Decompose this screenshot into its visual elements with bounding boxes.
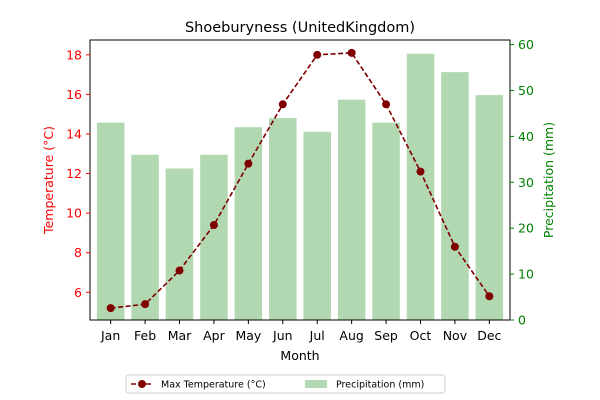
right-tick-label: 10 xyxy=(518,267,534,282)
temperature-point xyxy=(485,292,494,301)
temperature-point xyxy=(244,159,253,168)
left-axis-label: Temperature (°C) xyxy=(41,126,56,235)
precipitation-bar xyxy=(269,118,297,321)
legend-precipitation-swatch xyxy=(305,380,327,388)
left-tick-label: 18 xyxy=(66,47,82,62)
legend-temperature-marker xyxy=(138,380,146,388)
right-tick-label: 0 xyxy=(518,313,526,328)
temperature-point xyxy=(175,266,184,275)
right-tick-label: 40 xyxy=(518,129,534,144)
x-tick-label: Nov xyxy=(443,328,468,343)
temperature-point xyxy=(450,242,459,251)
plot-frame xyxy=(89,39,511,321)
temperature-point xyxy=(313,50,322,59)
precipitation-bar xyxy=(337,99,366,320)
right-tick-label: 50 xyxy=(518,83,534,98)
x-tick-label: Dec xyxy=(477,328,501,343)
x-tick-label: Mar xyxy=(168,328,192,343)
x-tick-label: Feb xyxy=(134,328,156,343)
plot-area: Jan Feb Mar Apr May Jun Jul Aug Sep Oct Nov Dec 6 8 10… xyxy=(66,37,534,343)
legend-box xyxy=(125,374,446,394)
precipitation-bar xyxy=(441,72,469,320)
precipitation-bar xyxy=(303,131,331,320)
left-tick-label: 12 xyxy=(66,166,82,181)
right-tick-label: 60 xyxy=(518,37,534,52)
temperature-point xyxy=(106,304,115,313)
precipitation-bar xyxy=(165,168,194,320)
legend: Max Temperature (°C) Precipitation (mm) xyxy=(125,374,446,394)
left-tick-label: 8 xyxy=(74,245,82,260)
temperature-point xyxy=(347,48,356,57)
temperature-point xyxy=(416,167,425,176)
precipitation-bar xyxy=(372,122,400,320)
precipitation-bar xyxy=(234,127,263,321)
left-tick-label: 10 xyxy=(66,206,82,221)
legend-temperature-label: Max Temperature (°C) xyxy=(161,380,266,391)
x-tick-label: Oct xyxy=(410,328,432,343)
temperature-line xyxy=(110,52,491,309)
left-tick-label: 14 xyxy=(66,126,82,141)
chart-title: Shoeburyness (UnitedKingdom) xyxy=(185,20,415,36)
x-tick-label: Jan xyxy=(100,328,120,343)
precipitation-bar xyxy=(131,154,159,320)
x-tick-label: Jul xyxy=(309,328,325,343)
temperature-point xyxy=(141,300,150,309)
temperature-point xyxy=(382,100,391,109)
x-axis-label: Month xyxy=(280,348,319,363)
temperature-point xyxy=(278,100,287,109)
x-tick-label: May xyxy=(235,328,261,343)
precipitation-bar xyxy=(406,53,435,320)
x-tick-label: Jun xyxy=(272,328,293,343)
x-tick-label: Apr xyxy=(203,328,225,343)
legend-precipitation-label: Precipitation (mm) xyxy=(336,380,424,391)
left-tick-label: 6 xyxy=(74,285,82,300)
right-tick-label: 30 xyxy=(518,175,534,190)
x-tick-label: Sep xyxy=(374,328,398,343)
temperature-point xyxy=(209,221,218,230)
left-tick-label: 16 xyxy=(66,87,82,102)
right-tick-label: 20 xyxy=(518,221,534,236)
x-tick-label: Aug xyxy=(339,328,363,343)
precipitation-bar xyxy=(475,95,504,320)
right-axis-label: Precipitation (mm) xyxy=(541,122,556,238)
precipitation-bar xyxy=(96,122,125,320)
